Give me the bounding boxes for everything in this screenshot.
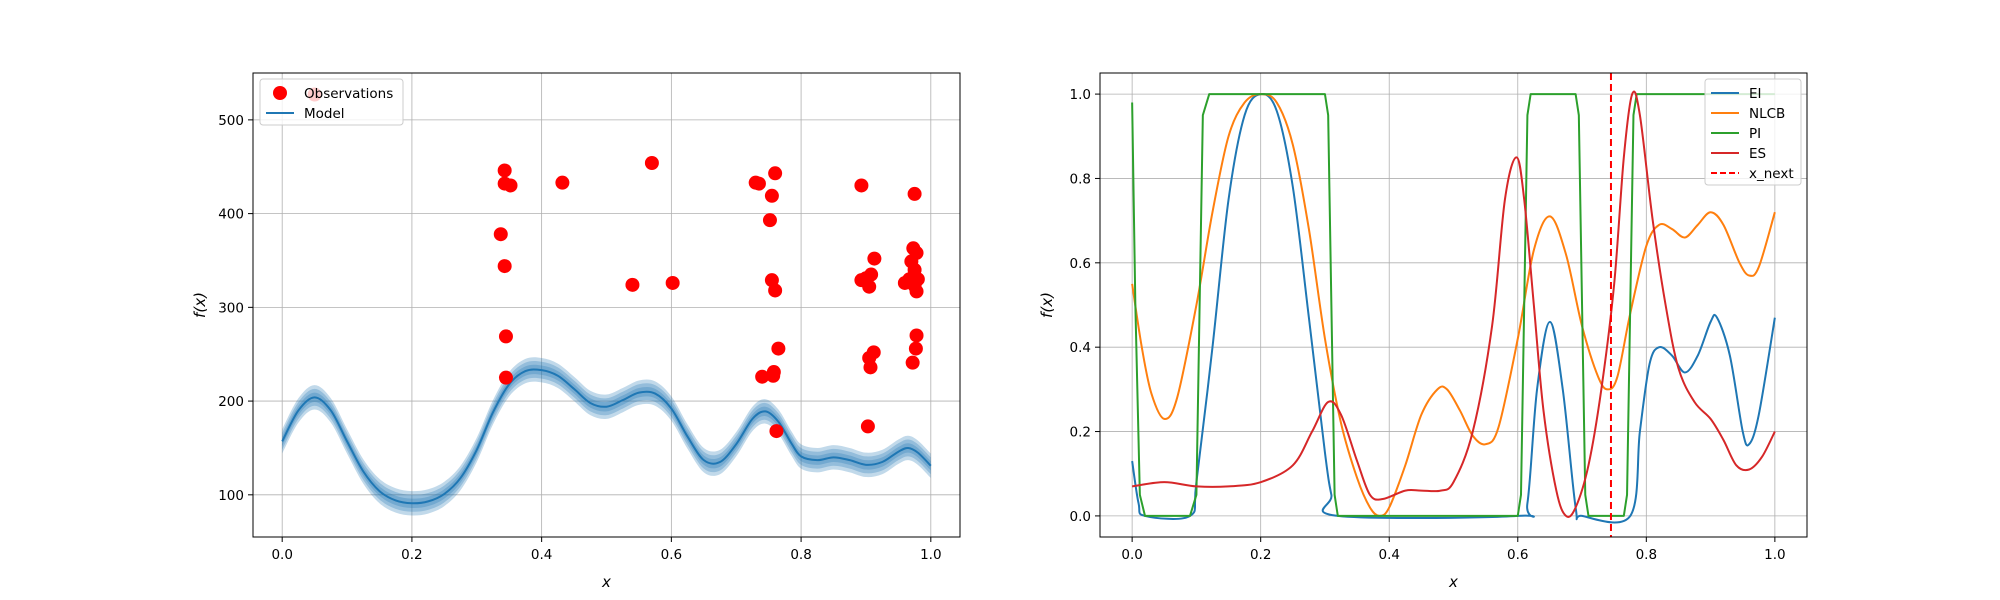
observation-point: [762, 213, 777, 228]
observation-point: [766, 365, 781, 380]
observation-point: [867, 251, 882, 266]
observation-point: [909, 284, 924, 299]
right-series-layer: [1131, 73, 1776, 537]
right-y-tick-label: 0.0: [1070, 509, 1091, 525]
right-y-tick-label: 0.2: [1070, 425, 1091, 441]
right-legend-label: ES: [1749, 146, 1766, 162]
observation-point: [498, 329, 513, 344]
left-model-layer: [281, 357, 932, 516]
observation-point: [909, 328, 924, 343]
right-x-tick-label: 0.2: [1250, 547, 1271, 563]
right-x-tick-label: 1.0: [1764, 547, 1785, 563]
legend-observations-marker: [273, 86, 287, 100]
left-y-tick-label: 200: [218, 394, 244, 410]
right-legend: EI NLCB PI ES x_next: [1704, 78, 1802, 186]
observation-point: [497, 259, 512, 274]
right-plot-area: [1100, 73, 1807, 537]
observation-point: [498, 370, 513, 385]
right-y-tick-label: 0.8: [1070, 171, 1091, 187]
left-axes-frame: [252, 72, 961, 538]
right-x-tick-label: 0.0: [1121, 547, 1142, 563]
right-ticks: 0.0 0.2 0.4 0.6 0.8 1.0 0.0 0.2 0.4 0.6 0.8 1.0: [1070, 87, 1786, 563]
observation-point: [862, 279, 877, 294]
observation-point: [866, 345, 881, 360]
left-legend-label: Model: [304, 106, 345, 122]
left-y-tick-label: 300: [218, 300, 244, 316]
observation-point: [771, 341, 786, 356]
observation-point: [644, 155, 659, 170]
left-observations-layer: [307, 87, 925, 439]
right-x-tick-label: 0.8: [1636, 547, 1657, 563]
left-subplot: 0.0 0.2 0.4 0.6 0.8 1.0 100 200 300 400 500 x f(x)…: [191, 72, 961, 591]
observation-point: [905, 355, 920, 370]
observation-point: [625, 277, 640, 292]
left-plot-area: [253, 73, 960, 537]
right-legend-box: [1704, 78, 1802, 186]
model-line: [281, 368, 932, 505]
right-y-tick-label: 1.0: [1070, 87, 1091, 103]
series-pi-line: [1131, 93, 1775, 517]
left-gridlines: [253, 73, 960, 537]
right-legend-label: NLCB: [1749, 106, 1785, 122]
left-x-axis-label: x: [601, 573, 611, 591]
right-y-axis-label: f(x): [1038, 292, 1056, 318]
left-x-tick-label: 0.2: [401, 547, 422, 563]
left-y-axis-label: f(x): [191, 292, 209, 318]
left-legend: Observations Model: [259, 78, 404, 126]
observation-point: [909, 245, 924, 260]
right-x-tick-label: 0.4: [1378, 547, 1399, 563]
observation-point: [863, 360, 878, 375]
left-x-tick-label: 1.0: [920, 547, 941, 563]
observation-point: [751, 176, 766, 191]
observation-point: [860, 419, 875, 434]
right-subplot: 0.0 0.2 0.4 0.6 0.8 1.0 0.0 0.2 0.4 0.6 0.8 1.0 x f…: [1038, 72, 1808, 591]
left-x-tick-label: 0.4: [531, 547, 552, 563]
series-es-line: [1132, 90, 1776, 518]
right-x-tick-label: 0.6: [1507, 547, 1528, 563]
series-ei-line: [1131, 92, 1776, 524]
observation-point: [497, 163, 512, 178]
observation-point: [755, 369, 770, 384]
observation-point: [503, 178, 518, 193]
right-legend-label: EI: [1749, 86, 1762, 102]
right-legend-label: PI: [1749, 126, 1761, 142]
observation-point: [768, 283, 783, 298]
observation-point: [908, 341, 923, 356]
left-x-tick-label: 0.0: [271, 547, 292, 563]
left-y-tick-label: 400: [218, 207, 244, 223]
left-x-tick-label: 0.8: [790, 547, 811, 563]
observation-point: [764, 188, 779, 203]
right-axes-frame: [1099, 72, 1808, 538]
left-legend-box: [259, 78, 404, 126]
series-nlcb-line: [1131, 93, 1776, 517]
left-y-tick-label: 100: [218, 488, 244, 504]
right-legend-label: x_next: [1749, 166, 1794, 182]
observation-point: [665, 275, 680, 290]
observation-point: [854, 178, 869, 193]
left-y-tick-label: 500: [218, 113, 244, 129]
observation-point: [493, 227, 508, 242]
observation-point: [768, 166, 783, 181]
observation-point: [907, 186, 922, 201]
left-ticks: 0.0 0.2 0.4 0.6 0.8 1.0 100 200 300 400 500: [218, 113, 941, 563]
right-y-tick-label: 0.6: [1070, 256, 1091, 272]
observation-point: [864, 267, 879, 282]
right-x-axis-label: x: [1448, 573, 1458, 591]
left-legend-label: Observations: [304, 86, 393, 102]
observation-point: [769, 424, 784, 439]
right-y-tick-label: 0.4: [1070, 340, 1091, 356]
left-x-tick-label: 0.6: [661, 547, 682, 563]
observation-point: [910, 272, 925, 287]
observation-point: [555, 175, 570, 190]
